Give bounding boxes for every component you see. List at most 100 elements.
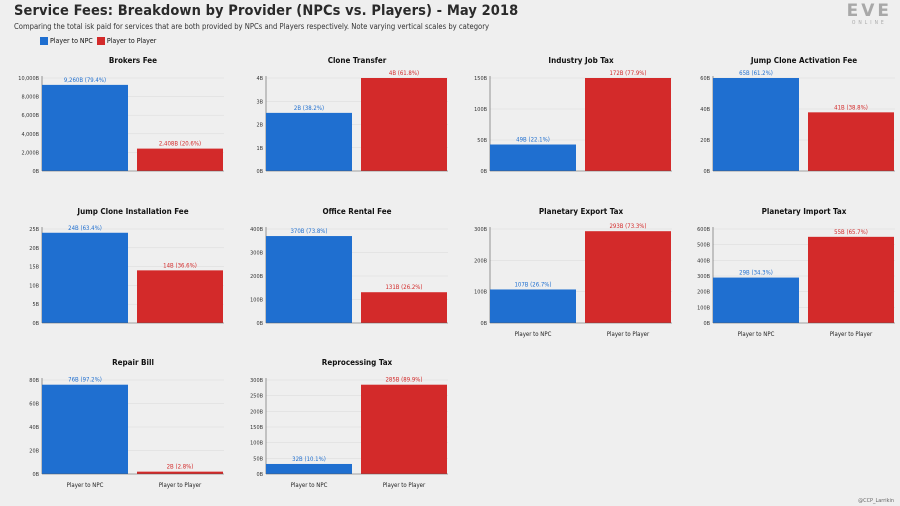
chart-title: Jump Clone Activation Fee: [750, 56, 857, 65]
y-tick-label: 600B: [697, 227, 710, 233]
legend-item-player: Player to Player: [96, 37, 156, 45]
chart-panel-jump-clone-activation-fee: Jump Clone Activation Fee 0B 20B 40B 60B 65B …: [700, 56, 895, 175]
y-tick-label: 3B: [256, 99, 263, 105]
y-tick-label: 60B: [700, 76, 710, 82]
y-tick-label: 0B: [703, 321, 710, 327]
bar-player-to-npc: [266, 112, 352, 171]
data-label: 370B (73.8%): [290, 228, 327, 235]
data-label: 41B (38.8%): [834, 104, 868, 111]
y-tick-label: 0B: [703, 169, 710, 175]
data-label: 76B (97.2%): [68, 377, 102, 384]
y-tick-label: 0B: [256, 472, 263, 478]
data-label: 29B (34.3%): [739, 270, 773, 277]
x-tick-label: Player to NPC: [291, 482, 328, 489]
y-tick-label: 0B: [32, 321, 39, 327]
y-tick-label: 300B: [250, 251, 263, 257]
bar-player-to-npc: [42, 84, 128, 171]
y-tick-label: 4,000B: [21, 132, 39, 138]
bar-player-to-player: [808, 112, 894, 171]
y-tick-label: 300B: [250, 378, 263, 384]
y-tick-label: 0B: [32, 169, 39, 175]
data-label: 55B (65.7%): [834, 229, 868, 236]
chart-title: Planetary Export Tax: [539, 207, 624, 216]
x-tick-label: Player to NPC: [67, 482, 104, 489]
y-tick-label: 15B: [29, 265, 39, 271]
bar-player-to-player: [137, 270, 223, 323]
y-tick-label: 100B: [250, 298, 263, 304]
x-tick-label: Player to Player: [607, 331, 650, 338]
bar-player-to-player: [361, 384, 447, 474]
chart-panel-reprocessing-tax: Reprocessing Tax 0B 50B 100B 150B 200B 250B 300…: [250, 358, 448, 489]
x-tick-label: Player to Player: [383, 482, 426, 489]
y-tick-label: 0B: [480, 169, 487, 175]
y-tick-label: 80B: [29, 378, 39, 384]
chart-panel-jump-clone-installation-fee: Jump Clone Installation Fee 0B 5B 10B 15B 20B…: [29, 207, 224, 327]
chart-panel-office-rental-fee: Office Rental Fee 0B 100B 200B 300B 400B 370B …: [250, 207, 448, 327]
y-tick-label: 500B: [697, 243, 710, 249]
chart-title: Clone Transfer: [328, 56, 387, 65]
bar-player-to-npc: [713, 78, 799, 171]
data-label: 9,260B (79.4%): [64, 77, 106, 84]
bar-player-to-npc: [266, 236, 352, 323]
y-tick-label: 250B: [250, 394, 263, 400]
bar-player-to-player: [808, 236, 894, 323]
legend: Player to NPC Player to Player: [40, 37, 156, 45]
data-label: 293B (73.3%): [609, 223, 646, 230]
y-tick-label: 4B: [256, 76, 263, 82]
data-label: 172B (77.9%): [609, 70, 646, 77]
y-tick-label: 50B: [253, 456, 263, 462]
y-tick-label: 40B: [29, 425, 39, 431]
logo-sub-text: ONLINE: [851, 20, 887, 26]
chart-title: Reprocessing Tax: [322, 358, 393, 367]
y-tick-label: 60B: [29, 402, 39, 408]
bar-player-to-npc: [42, 232, 128, 323]
y-tick-label: 0B: [256, 321, 263, 327]
bar-player-to-npc: [42, 384, 128, 474]
bar-player-to-npc: [490, 144, 576, 171]
y-tick-label: 20B: [29, 246, 39, 252]
chart-title: Repair Bill: [112, 358, 154, 367]
data-label: 14B (36.6%): [163, 262, 197, 269]
y-tick-label: 10B: [29, 283, 39, 289]
chart-panel-industry-job-tax: Industry Job Tax 0B 50B 100B 150B 49B (22.1%)…: [474, 56, 672, 175]
y-tick-label: 0B: [480, 321, 487, 327]
y-tick-label: 0B: [32, 472, 39, 478]
y-tick-label: 25B: [29, 227, 39, 233]
chart-title: Office Rental Fee: [323, 207, 392, 216]
bar-player-to-npc: [713, 277, 799, 323]
chart-title: Jump Clone Installation Fee: [76, 207, 188, 216]
bar-player-to-player: [137, 148, 223, 171]
bar-player-to-player: [585, 78, 671, 171]
y-tick-label: 2B: [256, 123, 263, 129]
data-label: 285B (89.9%): [385, 377, 422, 384]
y-tick-label: 20B: [700, 138, 710, 144]
bar-player-to-player: [137, 471, 223, 474]
chart-panel-planetary-export-tax: Planetary Export Tax 0B 100B 200B 300B 107B (…: [474, 207, 672, 338]
y-tick-label: 400B: [250, 227, 263, 233]
data-label: 32B (10.1%): [292, 456, 326, 463]
x-tick-label: Player to NPC: [515, 331, 552, 338]
y-tick-label: 200B: [474, 258, 487, 264]
y-tick-label: 2,000B: [21, 150, 39, 156]
data-label: 2B (38.2%): [294, 105, 324, 112]
y-tick-label: 100B: [697, 305, 710, 311]
y-tick-label: 200B: [250, 409, 263, 415]
y-tick-label: 150B: [250, 425, 263, 431]
data-label: 65B (61.2%): [739, 70, 773, 77]
y-tick-label: 200B: [250, 274, 263, 280]
y-tick-label: 300B: [474, 227, 487, 233]
data-label: 107B (26.7%): [514, 281, 551, 288]
y-tick-label: 0B: [256, 169, 263, 175]
logo-main-text: EVE: [846, 1, 892, 21]
y-tick-label: 6,000B: [21, 113, 39, 119]
x-tick-label: Player to Player: [159, 482, 202, 489]
x-tick-label: Player to NPC: [738, 331, 775, 338]
bar-player-to-player: [585, 231, 671, 323]
bar-player-to-npc: [490, 289, 576, 323]
data-label: 2,408B (20.6%): [159, 141, 201, 148]
x-tick-label: Player to Player: [830, 331, 873, 338]
y-tick-label: 400B: [697, 258, 710, 264]
y-tick-label: 100B: [474, 107, 487, 113]
bar-player-to-player: [361, 78, 447, 171]
y-tick-label: 40B: [700, 107, 710, 113]
